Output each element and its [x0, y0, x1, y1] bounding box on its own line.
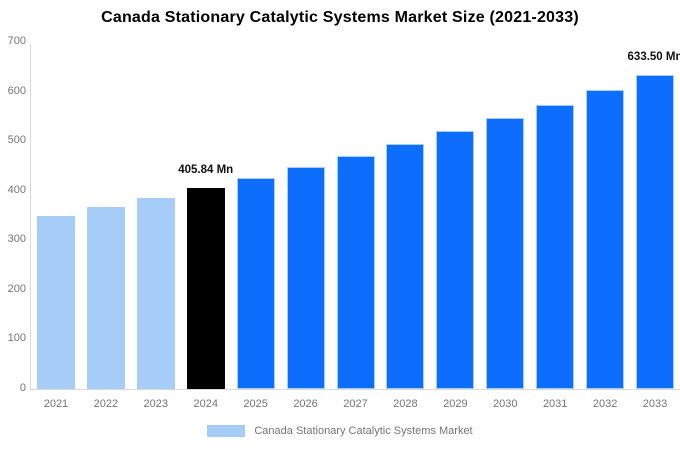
- bar-2024[interactable]: [186, 187, 225, 389]
- chart-title: Canada Stationary Catalytic Systems Mark…: [101, 9, 579, 26]
- y-axis-label-600: 600: [7, 84, 26, 97]
- x-axis-label-2032: 2032: [592, 398, 618, 410]
- bar-2023[interactable]: [136, 197, 175, 389]
- x-axis-label-2024: 2024: [193, 398, 218, 410]
- x-axis-label-2023: 2023: [143, 398, 169, 410]
- legend-label: Canada Stationary Catalytic Systems Mark…: [254, 425, 473, 437]
- bar-2033[interactable]: [636, 74, 675, 389]
- x-axis-label-2025: 2025: [243, 398, 268, 410]
- bar-2032[interactable]: [586, 90, 625, 389]
- x-axis-label-2021: 2021: [43, 398, 69, 410]
- x-axis-label-2026: 2026: [293, 398, 318, 410]
- bar-2027[interactable]: [336, 155, 375, 389]
- value-label-2033: 633.50 Mn: [627, 50, 680, 63]
- x-axis-label-2033: 2033: [642, 398, 668, 410]
- value-label-2024: 405.84 Mn: [178, 163, 234, 176]
- y-axis-line: [30, 44, 31, 390]
- y-axis-label-500: 500: [7, 134, 26, 147]
- x-axis-line: [30, 389, 680, 390]
- legend-item[interactable]: Canada Stationary Catalytic Systems Mark…: [0, 425, 680, 437]
- bar-2030[interactable]: [486, 118, 525, 389]
- bar-2028[interactable]: [386, 143, 425, 389]
- bar-2026[interactable]: [286, 166, 325, 389]
- y-axis-label-100: 100: [7, 332, 26, 345]
- x-axis-label-2029: 2029: [443, 398, 468, 410]
- y-axis-label-400: 400: [7, 183, 26, 196]
- x-axis-label-2027: 2027: [343, 398, 368, 410]
- x-axis-label-2031: 2031: [542, 398, 568, 410]
- x-axis-label-2030: 2030: [493, 398, 518, 410]
- bar-2031[interactable]: [536, 104, 575, 389]
- bar-2025[interactable]: [236, 177, 275, 389]
- x-axis-label-2028: 2028: [393, 398, 418, 410]
- legend-swatch: [207, 425, 246, 437]
- y-axis-label-0: 0: [19, 382, 26, 394]
- y-axis-label-700: 700: [7, 35, 26, 47]
- x-axis-label-2022: 2022: [93, 398, 119, 410]
- y-axis-label-200: 200: [7, 282, 26, 295]
- y-axis-label-300: 300: [7, 233, 26, 246]
- bar-2029[interactable]: [436, 131, 475, 389]
- bar-2022[interactable]: [86, 206, 125, 389]
- bar-2021[interactable]: [36, 215, 75, 389]
